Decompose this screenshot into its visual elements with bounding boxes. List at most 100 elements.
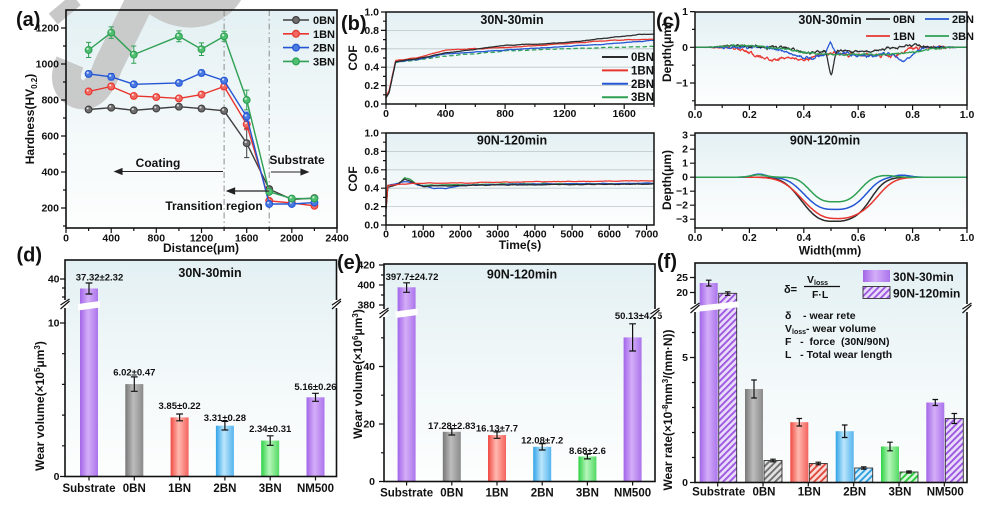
svg-text:F·L: F·L (812, 289, 829, 301)
svg-text:3BN: 3BN (313, 56, 335, 68)
svg-text:20: 20 (363, 419, 375, 431)
svg-text:600: 600 (41, 131, 59, 143)
svg-text:10: 10 (48, 318, 60, 330)
svg-text:0.4: 0.4 (364, 183, 379, 195)
svg-text:1.0: 1.0 (960, 232, 975, 244)
svg-text:90N-120min: 90N-120min (790, 134, 860, 148)
svg-text:2BN: 2BN (952, 14, 974, 26)
svg-text:−3: −3 (676, 214, 688, 226)
svg-text:0: 0 (383, 229, 389, 241)
svg-text:50.13±4.75: 50.13±4.75 (615, 311, 663, 322)
svg-text:NM500: NM500 (614, 488, 651, 500)
svg-text:90N-120min: 90N-120min (893, 287, 960, 301)
svg-text:1.0: 1.0 (960, 109, 975, 121)
svg-text:20: 20 (676, 287, 688, 299)
svg-text:800: 800 (148, 233, 166, 245)
svg-text:0BN: 0BN (313, 15, 335, 27)
svg-text:COF: COF (346, 45, 360, 70)
svg-text:400: 400 (102, 233, 120, 245)
svg-text:1BN: 1BN (313, 29, 335, 41)
svg-text:Distance(μm): Distance(μm) (163, 241, 239, 255)
svg-text:2000: 2000 (280, 233, 304, 245)
svg-text:400: 400 (41, 167, 59, 179)
svg-text:−1: −1 (676, 186, 688, 198)
svg-text:3BN: 3BN (259, 483, 282, 495)
svg-text:δ - wear rete: δ - wear rete (785, 310, 856, 322)
svg-text:37.32±2.32: 37.32±2.32 (76, 273, 123, 284)
svg-text:1: 1 (682, 158, 688, 170)
svg-text:0BN: 0BN (752, 487, 775, 499)
svg-text:Hardness(HV0.2): Hardness(HV0.2) (23, 74, 39, 164)
svg-text:4000: 4000 (523, 229, 547, 241)
svg-text:3BN: 3BN (888, 487, 911, 499)
svg-text:1600: 1600 (613, 108, 637, 120)
svg-text:90N-120min: 90N-120min (477, 134, 547, 148)
svg-text:0.0: 0.0 (364, 220, 379, 232)
svg-text:1.0: 1.0 (364, 128, 379, 140)
svg-text:2: 2 (682, 144, 688, 156)
svg-text:25: 25 (676, 272, 688, 284)
svg-text:2BN: 2BN (531, 488, 554, 500)
svg-text:1BN: 1BN (485, 488, 508, 500)
svg-text:5000: 5000 (560, 229, 584, 241)
svg-text:−2: −2 (676, 200, 688, 212)
svg-text:0BN: 0BN (440, 488, 463, 500)
svg-text:(f): (f) (657, 251, 677, 273)
svg-text:200: 200 (41, 203, 59, 215)
svg-text:NM500: NM500 (927, 487, 964, 499)
svg-text:(c): (c) (656, 11, 680, 33)
svg-text:3BN: 3BN (576, 488, 599, 500)
svg-text:0BN: 0BN (893, 14, 915, 26)
svg-text:3.85±0.22: 3.85±0.22 (158, 401, 200, 412)
svg-text:0.2: 0.2 (742, 109, 757, 121)
svg-text:40: 40 (363, 361, 375, 373)
svg-text:0.0: 0.0 (364, 99, 379, 111)
svg-text:0.8: 0.8 (364, 146, 379, 158)
svg-text:17.28±2.83: 17.28±2.83 (428, 421, 475, 432)
svg-text:2BN: 2BN (313, 43, 335, 55)
svg-text:(b): (b) (341, 13, 367, 35)
svg-text:1000: 1000 (36, 59, 60, 71)
svg-text:0.4: 0.4 (796, 109, 811, 121)
svg-text:0.8: 0.8 (364, 25, 379, 37)
svg-text:0.0: 0.0 (688, 232, 703, 244)
svg-text:5.16±0.26: 5.16±0.26 (294, 382, 336, 393)
svg-text:L - Total wear length: L - Total wear length (785, 349, 892, 361)
svg-text:Substrate: Substrate (380, 488, 433, 500)
svg-text:30N-30min: 30N-30min (480, 13, 543, 27)
svg-text:1BN: 1BN (893, 31, 915, 43)
svg-text:Substrate: Substrate (692, 487, 745, 499)
svg-text:5: 5 (682, 352, 688, 364)
svg-text:8.68±2.6: 8.68±2.6 (569, 446, 606, 457)
svg-text:1000: 1000 (412, 229, 436, 241)
svg-text:0.2: 0.2 (742, 232, 757, 244)
svg-text:0.6: 0.6 (851, 109, 866, 121)
svg-text:0.2: 0.2 (364, 80, 379, 92)
svg-text:2BN: 2BN (631, 79, 654, 91)
svg-text:1600: 1600 (235, 233, 259, 245)
svg-text:2BN: 2BN (213, 483, 236, 495)
svg-text:1200: 1200 (36, 23, 60, 35)
svg-text:0: 0 (383, 108, 389, 120)
svg-text:380: 380 (357, 300, 375, 312)
svg-text:0.8: 0.8 (905, 232, 920, 244)
svg-text:16.13±7.7: 16.13±7.7 (476, 424, 518, 435)
svg-text:3000: 3000 (486, 229, 510, 241)
svg-text:0.6: 0.6 (851, 232, 866, 244)
svg-text:Substrate: Substrate (269, 153, 325, 167)
svg-text:30N-30min: 30N-30min (893, 270, 954, 284)
svg-text:6.02±0.47: 6.02±0.47 (113, 368, 155, 379)
svg-text:Transition region: Transition region (165, 199, 262, 213)
svg-text:δ=: δ= (784, 284, 797, 296)
svg-text:800: 800 (41, 95, 59, 107)
svg-text:2.34±0.31: 2.34±0.31 (249, 424, 292, 435)
svg-text:−1: −1 (676, 78, 688, 90)
svg-text:(a): (a) (16, 9, 40, 31)
svg-text:1: 1 (682, 6, 688, 18)
svg-text:0.6: 0.6 (364, 164, 379, 176)
svg-text:800: 800 (496, 108, 514, 120)
svg-text:0: 0 (54, 471, 60, 483)
svg-text:1.0: 1.0 (364, 7, 379, 19)
svg-text:6000: 6000 (598, 229, 622, 241)
svg-text:Substrate: Substrate (62, 483, 115, 495)
